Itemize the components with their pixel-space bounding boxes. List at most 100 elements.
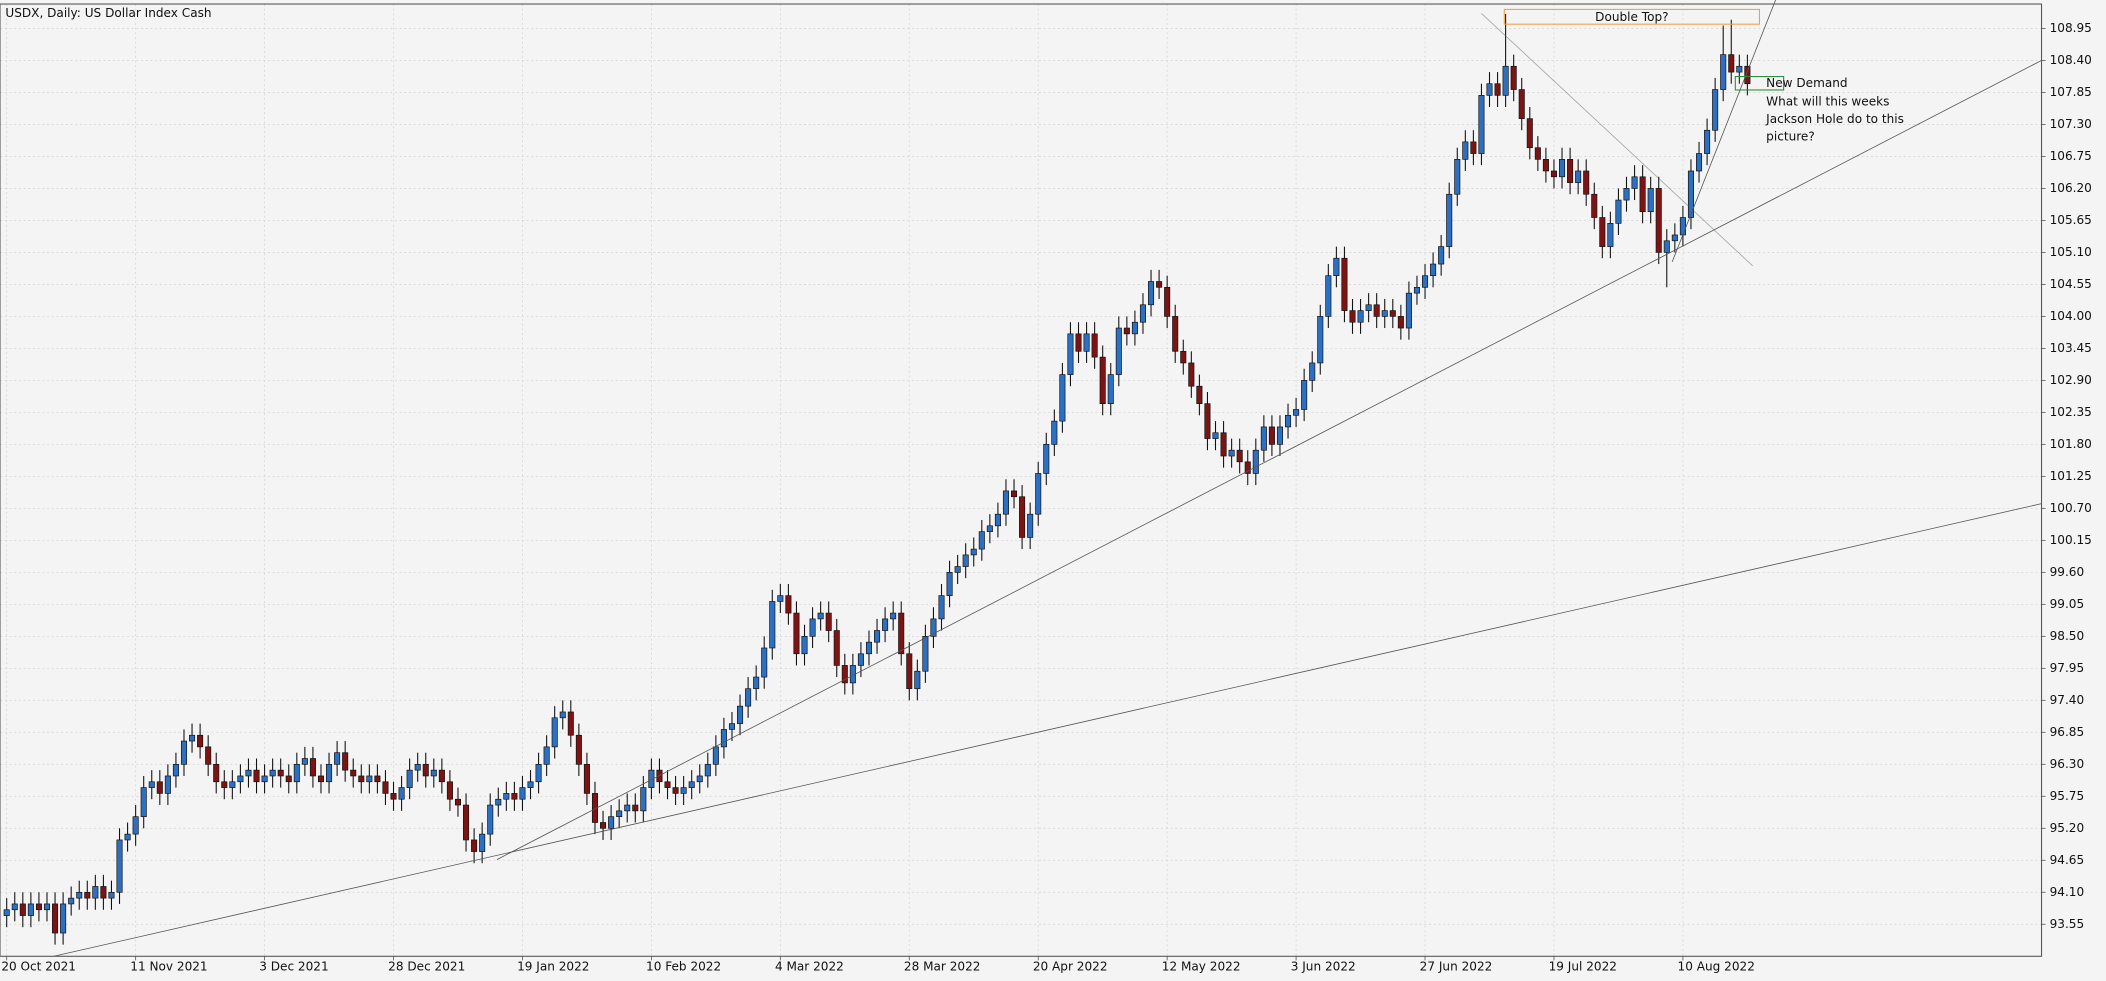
candle-body [100, 886, 107, 899]
x-tick-label: 20 Oct 2021 [1, 960, 76, 974]
trend-line [53, 503, 2042, 957]
candle-body [978, 531, 985, 550]
y-tick-label: 103.45 [2050, 341, 2092, 355]
candle-body [1526, 118, 1533, 149]
candle-body [293, 763, 300, 783]
candle-body [1550, 170, 1557, 178]
candle-body [172, 763, 179, 777]
candle-body [68, 897, 75, 905]
candle-body [76, 891, 83, 899]
candle-body [132, 816, 139, 835]
candle-body [591, 793, 599, 823]
candle-body [108, 891, 115, 899]
candle-body [1228, 449, 1235, 457]
candle-body [898, 612, 905, 655]
candle-body [1631, 176, 1638, 189]
y-tick-label: 100.15 [2050, 533, 2092, 547]
candle-body [1043, 444, 1050, 474]
candle-body [438, 769, 445, 783]
y-tick-label: 96.30 [2050, 757, 2085, 771]
candle-body [1333, 257, 1340, 277]
candle-body [1591, 193, 1598, 218]
candle-body [1422, 275, 1429, 288]
candle-body [495, 798, 502, 806]
candle-body [1728, 54, 1735, 73]
candle-body [1260, 426, 1267, 451]
y-tick-label: 107.85 [2050, 85, 2092, 99]
x-tick-label: 20 Apr 2022 [1033, 960, 1108, 974]
y-tick-label: 106.20 [2050, 181, 2092, 195]
candle-body [503, 793, 510, 800]
y-tick-label: 101.80 [2050, 437, 2092, 451]
candle-body [1212, 432, 1219, 439]
y-tick-label: 93.55 [2050, 917, 2085, 931]
x-tick-label: 3 Jun 2022 [1291, 960, 1356, 974]
candle-body [761, 647, 768, 678]
candle-body [342, 752, 349, 771]
candle-body [414, 763, 421, 771]
candle-body [213, 763, 220, 783]
candle-body [1156, 281, 1163, 288]
candle-body [600, 822, 607, 829]
plot-frame [0, 3, 2043, 957]
candle-body [1679, 217, 1686, 236]
double-top-box [1503, 8, 1761, 25]
candle-body [1534, 147, 1541, 160]
candle-body [285, 775, 292, 783]
candle-body [801, 636, 808, 655]
candle-body [471, 839, 478, 852]
x-tick-label: 11 Nov 2021 [130, 960, 207, 974]
y-tick-label: 97.40 [2050, 693, 2085, 707]
y-tick-label: 106.75 [2050, 149, 2092, 163]
candle-body [1059, 374, 1066, 422]
x-tick-label: 12 May 2022 [1162, 960, 1241, 974]
candle-body [406, 769, 413, 788]
candle-body [1575, 170, 1582, 183]
candle-body [1687, 170, 1694, 218]
candle-body [769, 601, 776, 649]
y-tick-label: 99.60 [2050, 565, 2085, 579]
y-tick-label: 102.35 [2050, 405, 2092, 419]
candle-body [1405, 292, 1412, 329]
candle-body [1462, 141, 1469, 160]
candle-body [551, 717, 558, 748]
candle-body [326, 763, 333, 783]
candle-body [1599, 217, 1606, 247]
candle-body [962, 554, 969, 567]
candle-body [1494, 83, 1501, 96]
y-tick-label: 108.40 [2050, 53, 2092, 67]
candle-body [1317, 316, 1324, 364]
candle-body [1381, 310, 1388, 317]
candle-body [648, 769, 655, 788]
candle-body [696, 775, 703, 783]
drawings: Double Top? New Demand What will this we… [53, 0, 2042, 957]
candle-body [446, 781, 453, 800]
candle-body [624, 804, 631, 812]
candle-body [608, 816, 615, 829]
candle-body [487, 804, 494, 835]
candle-body [1567, 159, 1574, 183]
candle-body [1309, 362, 1316, 381]
candle-body [922, 636, 929, 672]
x-tick-label: 10 Feb 2022 [646, 960, 721, 974]
annotation: Double Top? [1595, 10, 1668, 24]
candle-body [1712, 89, 1719, 131]
candle-body [1180, 350, 1187, 364]
x-tick-label: 27 Jun 2022 [1420, 960, 1493, 974]
candle-body [1099, 356, 1106, 404]
grid [0, 4, 2042, 957]
candle-body [43, 903, 51, 911]
candle-body [1607, 222, 1614, 247]
x-tick-label: 3 Dec 2021 [259, 960, 328, 974]
trend-line [1671, 0, 1776, 263]
candle-body [1349, 310, 1356, 323]
candle-body [1639, 176, 1646, 213]
candle-body [890, 612, 897, 620]
candle-body [664, 781, 671, 788]
candle-body [1293, 409, 1300, 416]
candle-body [640, 787, 647, 812]
candle-body [519, 787, 526, 800]
candle-body [1720, 54, 1727, 90]
candle-body [720, 729, 727, 748]
